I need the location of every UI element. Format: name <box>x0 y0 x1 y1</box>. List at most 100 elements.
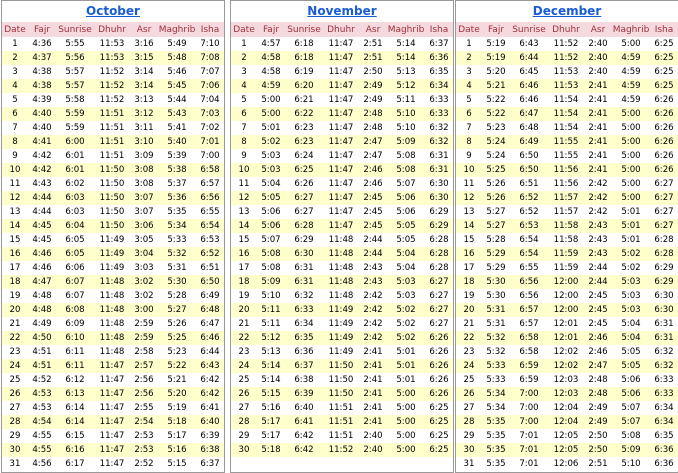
cell: 2:41 <box>359 359 387 373</box>
day-row: 4 4:38 5:57 11:52 3:14 5:45 7:06 <box>2 79 224 93</box>
cell: 5:01 <box>621 207 641 217</box>
cell: 6:42 <box>294 431 314 441</box>
day-row: 5 4:39 5:58 11:52 3:13 5:44 7:04 <box>2 93 224 107</box>
cell: 11:49 <box>99 263 125 273</box>
cell: 11:47 <box>94 443 130 457</box>
cell: 6:14 <box>65 403 85 413</box>
cell: 5:08 <box>387 163 425 177</box>
cell: 5:32 <box>482 331 510 345</box>
cell: 6:32 <box>425 135 453 149</box>
cell: 6:34 <box>294 319 314 329</box>
cell: 6:58 <box>196 163 224 177</box>
day-row: 3 4:58 6:19 11:47 2:50 5:13 6:35 <box>231 65 453 79</box>
cell: 4:56 <box>32 459 52 469</box>
cell: 5:23 <box>167 347 187 357</box>
cell: 6:31 <box>654 319 674 329</box>
cell: 6:31 <box>425 163 453 177</box>
cell: 16 <box>456 247 482 261</box>
day-row: 29 5:35 7:01 12:05 2:50 5:08 6:35 <box>456 429 678 443</box>
column-header: Sunrise <box>510 22 548 37</box>
cell: 5:04 <box>621 319 641 329</box>
cell: 26 <box>2 387 28 401</box>
cell: 23 <box>9 347 21 357</box>
cell: 6:27 <box>650 219 678 233</box>
cell: 10 <box>2 163 28 177</box>
cell: 11:51 <box>328 431 354 441</box>
cell: 6:26 <box>654 95 674 105</box>
cell: 7:00 <box>200 151 220 161</box>
cell: 5:25 <box>158 331 196 345</box>
cell: 6:49 <box>200 291 220 301</box>
cell: 2:47 <box>363 151 383 161</box>
cell: 27 <box>238 403 250 413</box>
cell: 6:31 <box>429 151 449 161</box>
month-link[interactable]: November <box>307 4 377 18</box>
cell: 31 <box>9 459 21 469</box>
cell: 2:44 <box>359 247 387 261</box>
cell: 11:50 <box>99 207 125 217</box>
cell: 5 <box>241 95 247 105</box>
day-row: 11 5:04 6:26 11:47 2:46 5:07 6:30 <box>231 177 453 191</box>
cell: 6:11 <box>65 347 85 357</box>
cell: 6:31 <box>285 275 323 289</box>
cell: 5:01 <box>396 347 416 357</box>
cell: 6:06 <box>65 263 85 273</box>
day-row: 11 5:26 6:51 11:56 2:42 5:00 6:27 <box>456 177 678 191</box>
cell: 3:12 <box>130 107 158 121</box>
cell: 2:42 <box>584 191 612 205</box>
cell: 19 <box>463 291 475 301</box>
cell: 2:40 <box>588 67 608 77</box>
cell: 6:48 <box>196 303 224 317</box>
cell: 2:42 <box>588 179 608 189</box>
day-row: 14 4:45 6:04 11:50 3:06 5:34 6:54 <box>2 219 224 233</box>
cell: 3 <box>12 67 18 77</box>
cell: 11:51 <box>94 107 130 121</box>
cell: 2:45 <box>584 303 612 317</box>
cell: 5:05 <box>396 235 416 245</box>
cell: 7:01 <box>519 459 539 469</box>
cell: 11:52 <box>553 39 579 49</box>
cell: 8 <box>231 135 257 149</box>
cell: 6:12 <box>65 375 85 385</box>
cell: 6:28 <box>429 263 449 273</box>
cell: 4:50 <box>28 331 56 345</box>
cell: 24 <box>231 359 257 373</box>
cell: 8 <box>2 135 28 149</box>
cell: 11:52 <box>99 67 125 77</box>
cell: 16 <box>231 247 257 261</box>
cell: 11:50 <box>94 191 130 205</box>
cell: 3:00 <box>130 303 158 317</box>
cell: 9 <box>466 151 472 161</box>
cell: 3:16 <box>134 39 154 49</box>
cell: 5:00 <box>387 443 425 457</box>
cell: 2:42 <box>363 319 383 329</box>
month-link[interactable]: December <box>532 4 602 18</box>
cell: 5:02 <box>257 135 285 149</box>
cell: 2:41 <box>363 375 383 385</box>
cell: 2:49 <box>588 403 608 413</box>
day-row: 4 4:59 6:20 11:47 2:49 5:12 6:34 <box>231 79 453 93</box>
cell: 23 <box>238 347 250 357</box>
cell: 4 <box>456 79 482 93</box>
month-link[interactable]: October <box>86 4 140 18</box>
day-row: 5 5:00 6:21 11:47 2:49 5:11 6:33 <box>231 93 453 107</box>
cell: 5:27 <box>158 303 196 317</box>
cell: 4:45 <box>28 219 56 233</box>
day-row: 22 4:50 6:10 11:48 2:59 5:25 6:46 <box>2 331 224 345</box>
day-row: 14 5:06 6:28 11:47 2:45 5:05 6:29 <box>231 219 453 233</box>
cell: 2 <box>231 51 257 65</box>
cell: 6:09 <box>65 319 85 329</box>
cell: 4:41 <box>28 135 56 149</box>
day-row: 25 5:33 6:59 12:03 2:48 5:06 6:33 <box>456 373 678 387</box>
cell: 2:41 <box>584 79 612 93</box>
cell: 5:09 <box>257 275 285 289</box>
cell: 5:36 <box>158 191 196 205</box>
cell: 3:08 <box>130 163 158 177</box>
cell: 12:01 <box>548 331 584 345</box>
cell: 6:48 <box>519 123 539 133</box>
cell: 6:51 <box>200 263 220 273</box>
cell: 5:29 <box>482 247 510 261</box>
cell: 11:48 <box>323 275 359 289</box>
cell: 2:46 <box>363 179 383 189</box>
cell: 11:47 <box>99 459 125 469</box>
